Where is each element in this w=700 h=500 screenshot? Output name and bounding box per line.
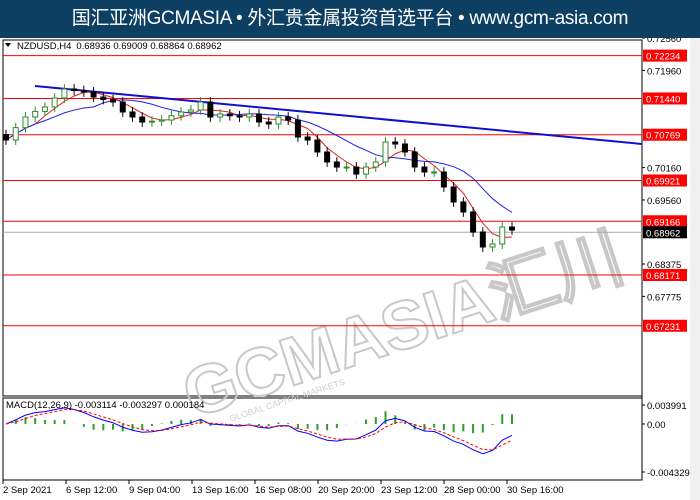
time-tick-label: 2 Sep 2021 (3, 485, 52, 496)
level-label-bg (643, 269, 687, 282)
macd-tick-label: 0.003991 (647, 401, 687, 412)
candle (324, 151, 331, 163)
candle (236, 115, 243, 118)
level-label-bg (643, 49, 687, 62)
candle (353, 166, 360, 175)
level-label: 0.68171 (646, 271, 680, 282)
candle (187, 109, 194, 113)
price-tick-label: 0.71960 (647, 66, 681, 77)
candle (479, 231, 486, 248)
level-label: 0.71440 (646, 94, 680, 105)
candle (343, 166, 350, 169)
candle (207, 101, 214, 118)
level-label: 0.67231 (646, 322, 680, 333)
level-label-bg (643, 92, 687, 105)
macd-tick-label: -0.004329 (647, 468, 690, 479)
candle (392, 141, 399, 145)
candle (460, 201, 467, 213)
candle (139, 116, 146, 123)
level-label-bg (643, 215, 687, 228)
candle (304, 136, 311, 141)
time-tick-label: 9 Sep 04:00 (129, 485, 180, 496)
candle (470, 211, 477, 233)
candle (246, 113, 253, 118)
candle (265, 121, 272, 125)
level-label: 0.72234 (646, 52, 680, 63)
candle (285, 116, 292, 121)
candle (217, 113, 224, 118)
level-label: 0.69166 (646, 217, 680, 228)
candle (61, 88, 68, 99)
candle (440, 171, 447, 188)
candle (421, 166, 428, 173)
price-tick-label: 0.72560 (647, 38, 681, 45)
candle (41, 106, 48, 112)
price-tick-label: 0.69560 (647, 196, 681, 207)
candle (100, 96, 107, 101)
candle (71, 88, 78, 91)
trendline (34, 85, 643, 145)
candle (401, 143, 408, 153)
time-tick-label: 20 Sep 20:00 (318, 485, 375, 496)
time-tick-label: 23 Sep 12:00 (381, 485, 438, 496)
candle (363, 166, 370, 175)
candle (226, 113, 233, 117)
chart-header: NZDUSD,H4 0.68936 0.69009 0.68864 0.68962 (17, 41, 222, 52)
time-tick-label: 13 Sep 16:00 (192, 485, 249, 496)
time-tick-label: 16 Sep 08:00 (255, 485, 312, 496)
candle (450, 186, 457, 203)
candle (256, 113, 262, 123)
current-price-bg (643, 226, 687, 239)
candle (431, 171, 438, 174)
candle (158, 119, 165, 122)
price-tick-label: 0.67775 (647, 292, 681, 303)
candle (294, 119, 301, 138)
candle (333, 161, 340, 168)
candle (3, 134, 9, 141)
price-tick-label: 0.68375 (647, 260, 681, 271)
time-tick-label: 6 Sep 12:00 (66, 485, 117, 496)
collapse-triangle-icon[interactable] (5, 43, 11, 47)
banner: 国汇亚洲GCMASIA • 外汇贵金属投资首选平台 • www.gcm-asia… (0, 0, 700, 38)
candle (12, 127, 19, 141)
level-label: 0.70769 (646, 131, 680, 142)
macd-line (5, 407, 513, 455)
candle (411, 151, 418, 168)
candle (314, 139, 321, 153)
candle (32, 110, 39, 118)
price-tick-label: 0.70160 (647, 164, 681, 175)
candle (148, 120, 155, 123)
candle (372, 161, 379, 168)
candle (168, 115, 175, 121)
candle (129, 111, 136, 118)
price-panel (2, 39, 643, 397)
candle (275, 116, 282, 125)
macd-tick-label: 0.00 (647, 420, 666, 431)
candle (509, 226, 515, 231)
candle (178, 111, 185, 117)
time-tick-label: 30 Sep 16:00 (507, 485, 564, 496)
macd-header: MACD(12,26,9) -0.003114 -0.003297 0.0001… (6, 400, 204, 411)
candle (90, 91, 97, 98)
current-price-label: 0.68962 (646, 228, 680, 239)
candle (119, 101, 126, 113)
time-tick-label: 28 Sep 00:00 (444, 485, 501, 496)
scrollbar (690, 38, 700, 500)
candle (80, 89, 87, 93)
candle (197, 101, 204, 111)
level-label-bg (643, 319, 687, 332)
level-label-bg (643, 128, 687, 141)
level-label: 0.69921 (646, 177, 680, 188)
signal-line (5, 409, 513, 451)
candle (499, 226, 506, 245)
candle (51, 97, 58, 108)
level-label-bg (643, 174, 687, 187)
candle (489, 243, 496, 248)
candle (110, 99, 117, 103)
candle (22, 116, 29, 129)
candle (382, 141, 389, 163)
